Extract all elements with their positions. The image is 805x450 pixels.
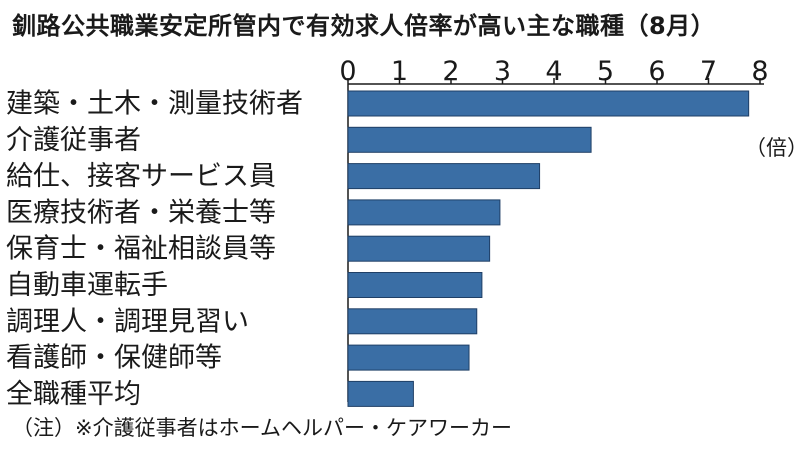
category-label: 給仕、接客サービス員 (6, 161, 276, 192)
bar (347, 199, 501, 226)
bar (347, 235, 491, 262)
tick-label: 5 (597, 56, 614, 87)
tick-label: 7 (700, 56, 717, 87)
bar (347, 126, 592, 153)
bar (347, 90, 750, 117)
tick-label: 3 (494, 56, 511, 87)
footnote: （注）※介護従事者はホームヘルパー・ケアワーカー (12, 416, 512, 440)
tick-label: 6 (648, 56, 665, 87)
bar (347, 308, 478, 335)
category-label: 全職種平均 (6, 379, 141, 410)
category-label: 調理人・調理見習い (6, 306, 249, 337)
tick-label: 0 (339, 56, 356, 87)
category-label: 介護従事者 (6, 125, 141, 156)
category-label: 保育士・福祉相談員等 (6, 234, 276, 265)
category-label: 看護師・保健師等 (6, 343, 222, 374)
bar (347, 163, 541, 190)
bar (347, 272, 483, 298)
bar (347, 380, 414, 407)
tick-label: 2 (442, 56, 459, 87)
category-label: 建築・土木・測量技術者 (6, 89, 303, 120)
chart-title: 釧路公共職業安定所管内で有効求人倍率が高い主な職種（8月） (12, 12, 716, 40)
tick-label: 1 (391, 56, 408, 87)
category-label: 医療技術者・栄養士等 (6, 197, 276, 228)
bar (347, 344, 470, 371)
tick-label: 8 (751, 56, 768, 87)
tick-label: 4 (545, 56, 562, 87)
unit-label: （倍） (745, 136, 805, 160)
category-label: 自動車運転手 (6, 270, 168, 301)
